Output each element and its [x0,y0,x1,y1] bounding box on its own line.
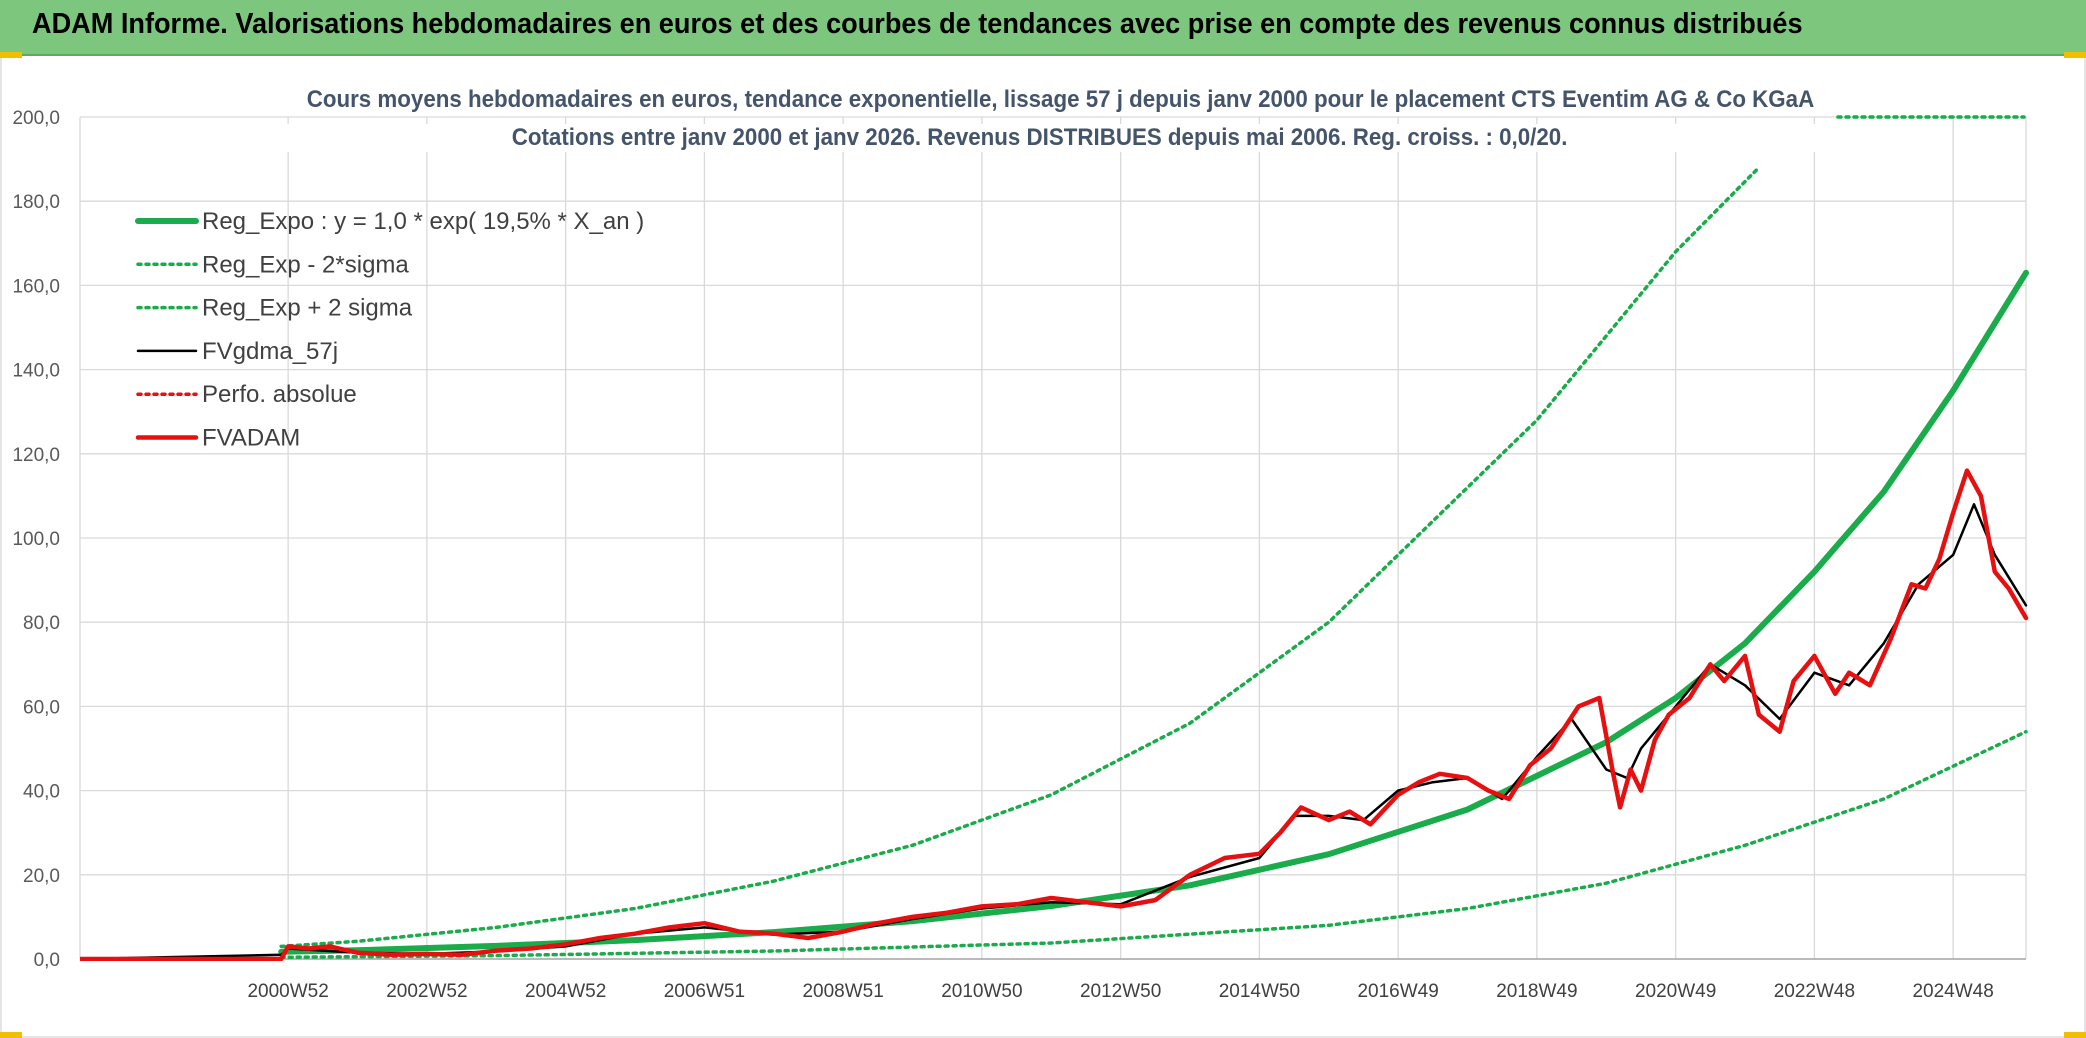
report-title: ADAM Informe. Valorisations hebdomadaire… [32,8,1803,40]
chart-title: Cours moyens hebdomadaires en euros, ten… [250,86,1830,114]
corner-accent-bottom-right [2064,1032,2086,1038]
corner-accent-bottom-left [0,1032,22,1038]
line-chart: 0,0 20,0 40,0 60,0 80,0 100,0 120,0 140,0 160,0 1… [12,108,2029,1002]
x-tick-label: 2022W48 [1774,981,1855,1002]
legend-label: Reg_Exp + 2 sigma [202,295,413,322]
series-line-reg-exp-plus-2sigma [279,165,1761,949]
y-tick-label: 100,0 [12,529,60,550]
corner-accent-top-right [2064,52,2086,58]
y-tick-label: 20,0 [23,866,60,887]
series-line-reg-exp-minus-2sigma [279,729,2028,960]
legend-label: Perfo. absolue [202,381,357,408]
x-tick-label: 2000W52 [247,981,328,1002]
y-tick-label: 160,0 [12,276,60,297]
y-tick-label: 60,0 [23,697,60,718]
x-tick-label: 2006W51 [664,981,745,1002]
y-tick-label: 120,0 [12,445,60,466]
x-tick-label: 2010W50 [941,981,1022,1002]
x-tick-label: 2020W49 [1635,981,1716,1002]
y-tick-label: 180,0 [12,192,60,213]
y-tick-label: 0,0 [34,950,60,971]
x-tick-label: 2002W52 [386,981,467,1002]
series-line-fvgdma-57j [80,503,2028,961]
corner-accent-top-left [0,52,22,58]
x-tick-label: 2004W52 [525,981,606,1002]
y-tick-label: 40,0 [23,782,60,803]
x-tick-label: 2012W50 [1080,981,1161,1002]
chart-subtitle: Cotations entre janv 2000 et janv 2026. … [250,124,1830,152]
series-line-fvadam [80,468,2029,961]
x-tick-label: 2014W50 [1219,981,1300,1002]
legend-label: FVADAM [202,425,300,452]
x-tick-label: 2016W49 [1357,981,1438,1002]
y-tick-label: 140,0 [12,361,60,382]
legend-label: FVgdma_57j [202,338,338,365]
x-tick-label: 2018W49 [1496,981,1577,1002]
x-tick-label: 2008W51 [802,981,883,1002]
x-tick-label: 2024W48 [1912,981,1993,1002]
legend-label: Reg_Exp - 2*sigma [202,251,409,278]
series-line-reg-expo [278,269,2029,955]
y-tick-label: 80,0 [23,613,60,634]
legend-label: Reg_Expo : y = 1,0 * exp( 19,5% * X_an ) [202,208,644,235]
report-header: ADAM Informe. Valorisations hebdomadaire… [0,0,2086,56]
y-tick-label: 200,0 [12,108,60,129]
